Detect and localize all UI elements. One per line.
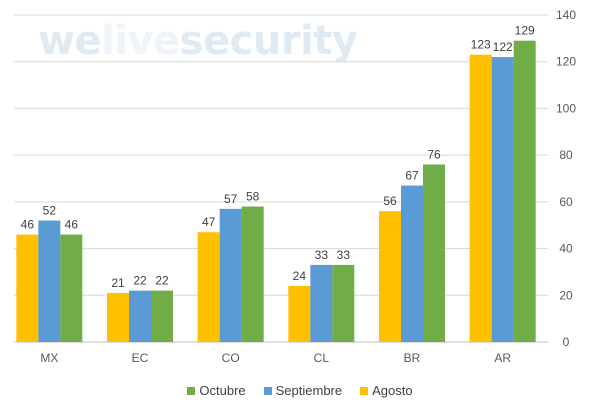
bar-septiembre (310, 264, 333, 342)
legend-swatch (187, 386, 196, 395)
bar-septiembre (401, 185, 423, 342)
data-label: 52 (43, 204, 57, 218)
data-label: 122 (493, 40, 513, 54)
x-tick-label: BR (404, 351, 421, 365)
legend-item: Septiembre (263, 383, 343, 398)
legend-item: Agosto (360, 383, 413, 398)
legend-label: Agosto (372, 383, 413, 398)
data-label: 47 (202, 215, 216, 229)
bar-agosto (379, 211, 401, 342)
bar-octubre (332, 264, 355, 342)
bar-octubre (241, 206, 264, 342)
bar-agosto (107, 292, 129, 342)
data-label: 33 (315, 248, 329, 262)
bar-octubre (513, 40, 536, 342)
legend-swatch (360, 386, 369, 395)
bar-septiembre (38, 220, 61, 342)
legend: Octubre Septiembre Agosto (0, 383, 600, 398)
data-label: 123 (471, 38, 491, 52)
y-tick-label: 100 (556, 101, 576, 115)
y-tick-label: 80 (559, 148, 573, 162)
data-label: 58 (246, 190, 260, 204)
legend-label: Octubre (199, 383, 246, 398)
bar-septiembre (491, 57, 514, 343)
data-label: 76 (427, 147, 441, 161)
data-label: 46 (65, 218, 79, 232)
y-tick-label: 0 (563, 335, 570, 349)
legend-item: Octubre (187, 383, 246, 398)
data-label: 46 (21, 218, 35, 232)
bar-octubre (151, 290, 173, 342)
data-label: 57 (224, 192, 238, 206)
data-label: 24 (293, 269, 307, 283)
y-tick-label: 120 (556, 55, 576, 69)
data-label: 67 (405, 169, 419, 183)
bar-agosto (288, 285, 311, 342)
data-label: 56 (383, 194, 397, 208)
x-tick-label: EC (132, 351, 149, 365)
bar-octubre (60, 234, 83, 342)
y-tick-label: 20 (559, 288, 573, 302)
bar-octubre (423, 164, 445, 342)
y-tick-label: 40 (559, 242, 573, 256)
legend-label: Septiembre (275, 383, 343, 398)
bar-septiembre (129, 290, 151, 342)
legend-swatch (263, 386, 272, 395)
bar-agosto (197, 232, 220, 342)
y-tick-label: 60 (559, 195, 573, 209)
bar-septiembre (219, 208, 242, 342)
watermark-logo: welivesecurity (38, 18, 358, 64)
bar-agosto (16, 234, 39, 342)
data-label: 21 (111, 276, 125, 290)
data-label: 33 (337, 248, 351, 262)
x-tick-label: MX (40, 351, 58, 365)
data-label: 22 (133, 274, 147, 288)
x-tick-label: CO (222, 351, 240, 365)
bar-agosto (469, 54, 492, 342)
x-tick-label: CL (314, 351, 330, 365)
data-label: 22 (155, 274, 169, 288)
x-tick-label: AR (494, 351, 511, 365)
y-tick-label: 140 (556, 8, 576, 22)
data-label: 129 (515, 24, 535, 38)
